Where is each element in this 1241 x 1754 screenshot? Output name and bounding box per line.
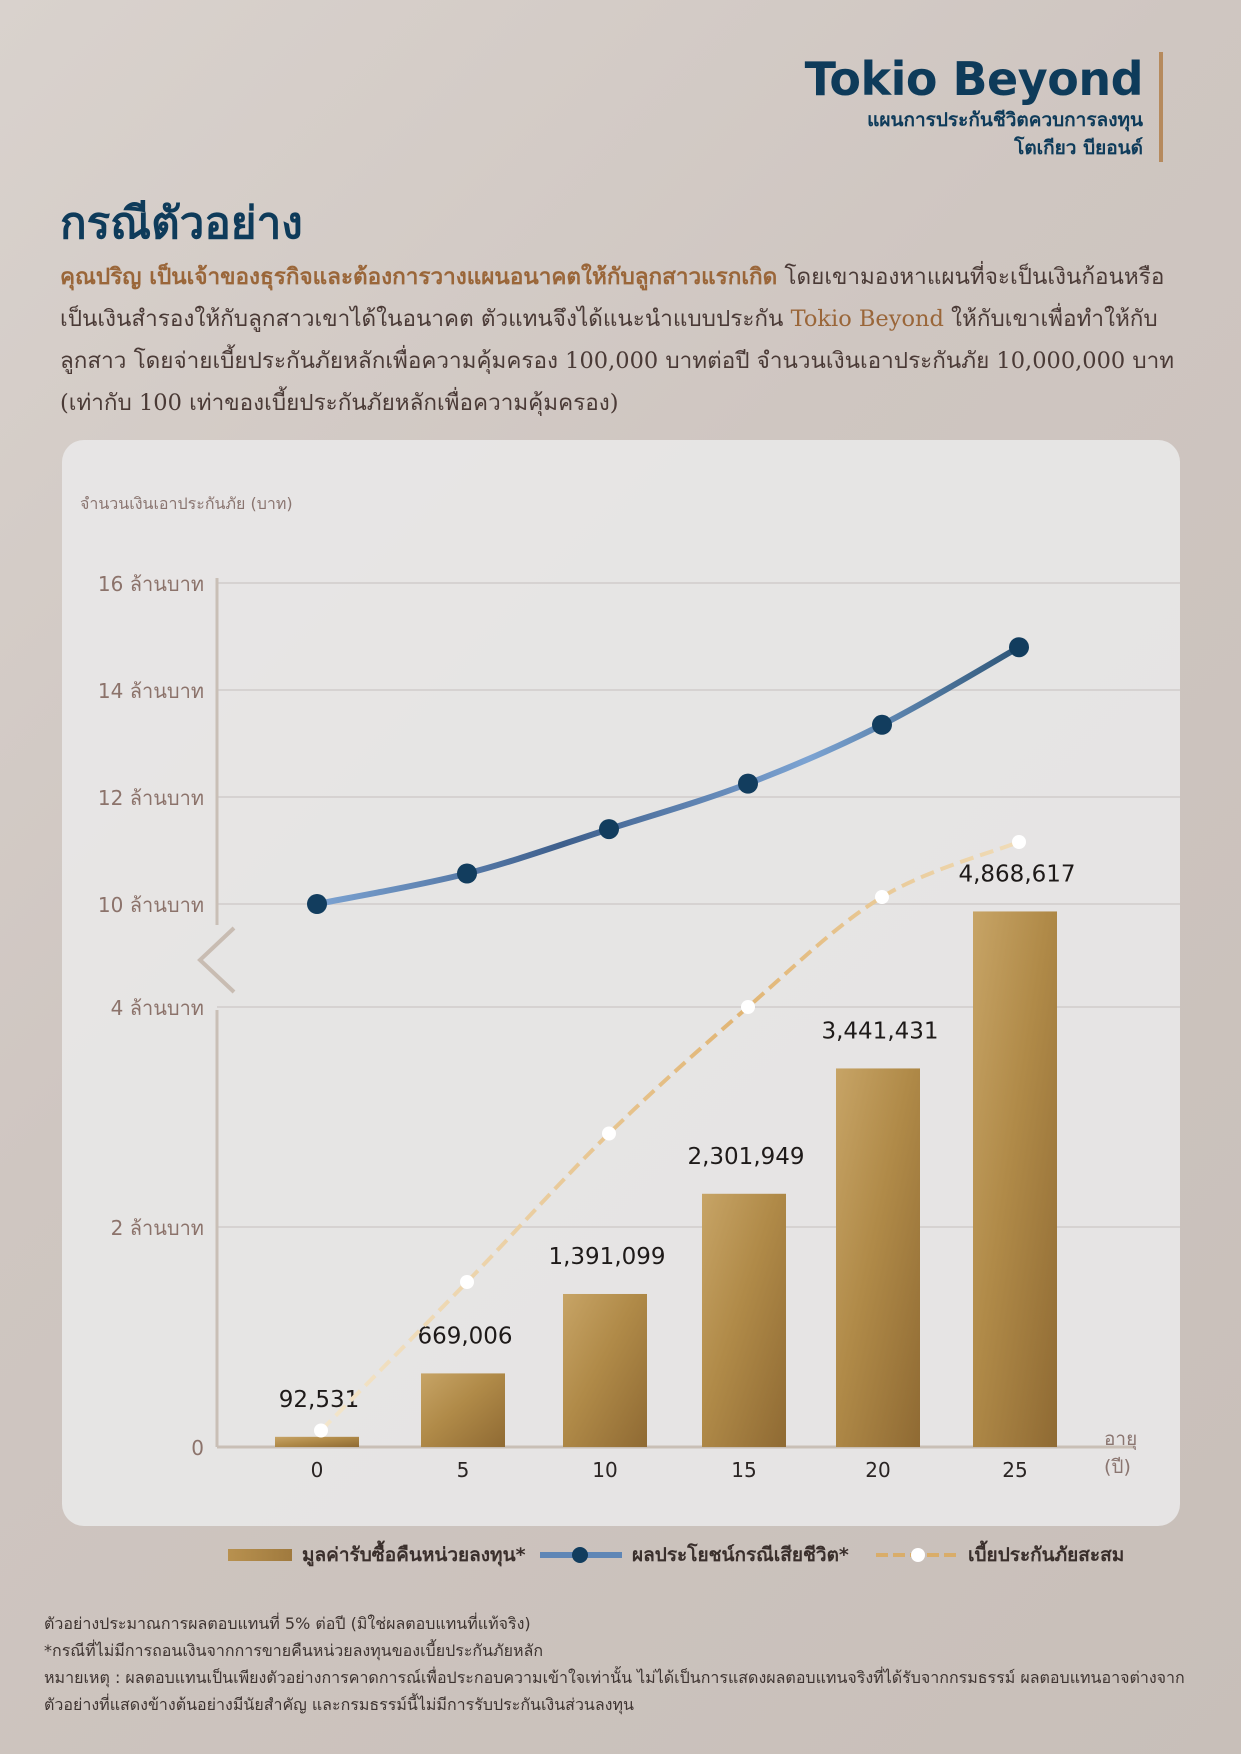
bar-label-5: 669,006: [417, 1323, 512, 1349]
x-axis-title-line1: อายุ: [1104, 1428, 1137, 1451]
brand-block: Tokio Beyond แผนการประกันชีวิตควบการลงทุ…: [805, 52, 1163, 162]
y-tick-label-5: 14 ล้านบาท: [98, 679, 204, 703]
footnotes: ตัวอย่างประมาณการผลตอบแทนที่ 5% ต่อปี (ม…: [44, 1610, 1204, 1718]
brand-title: Tokio Beyond: [804, 52, 1144, 106]
death-benefit-point-10: [599, 819, 619, 840]
y-ticks: 0 2 ล้านบาท 4 ล้านบาท 10 ล้านบาท 12 ล้านบาท 1…: [98, 572, 204, 1460]
cumulative-premium-point-20: [875, 890, 889, 904]
cumulative-premium-point-5: [460, 1275, 474, 1289]
bar-data-labels: 92,531 669,006 1,391,099 2,301,949 3,441,431…: [279, 861, 1076, 1412]
y-tick-label-0: 0: [191, 1436, 204, 1460]
y-tick-label-4: 12 ล้านบาท: [98, 786, 204, 810]
chart: จำนวนเงินเอาประกันภัย (บาท) 0 2 ล้านบาท 4 …: [80, 494, 1180, 1482]
x-tick-label-15: 15: [731, 1458, 756, 1482]
brand-subtitle-line2: โตเกียว บียอนด์: [1014, 137, 1143, 159]
x-ticks: 0 5 10 15 20 25: [311, 1458, 1028, 1482]
footnote-2: *กรณีที่ไม่มีการถอนเงินจากการขายคืนหน่วย…: [44, 1641, 544, 1660]
y-axis-title: จำนวนเงินเอาประกันภัย (บาท): [80, 494, 293, 513]
footnote-1: ตัวอย่างประมาณการผลตอบแทนที่ 5% ต่อปี (ม…: [44, 1614, 531, 1633]
bar-label-10: 1,391,099: [548, 1244, 665, 1270]
intro-brand: Tokio Beyond: [790, 306, 944, 332]
x-tick-label-10: 10: [592, 1458, 617, 1482]
y-tick-label-2: 4 ล้านบาท: [111, 996, 204, 1020]
death-benefit-point-15: [738, 773, 758, 794]
intro-text-2: ให้กับเขาเพื่อทำให้กับลูกสาว โดยจ่ายเบี้…: [60, 306, 1175, 416]
cumulative-premium-point-0: [314, 1423, 328, 1438]
bar-5: [421, 1373, 505, 1447]
death-benefit-series: [307, 637, 1029, 914]
legend-label-cumulative-premium: เบี้ยประกันภัยสะสม: [968, 1544, 1125, 1566]
x-axis-title-line2: (ปี): [1104, 1456, 1131, 1478]
legend-swatch-line: [540, 1547, 622, 1563]
legend-item-death-benefit: ผลประโยชน์กรณีเสียชีวิต*: [540, 1540, 849, 1570]
x-tick-label-25: 25: [1002, 1458, 1027, 1482]
cumulative-premium-series: [314, 835, 1026, 1438]
bar-label-0: 92,531: [279, 1387, 359, 1413]
death-benefit-point-0: [307, 894, 327, 914]
y-tick-label-3: 10 ล้านบาท: [98, 893, 204, 917]
legend-swatch-bar: [228, 1549, 292, 1561]
legend-item-surrender-value: มูลค่ารับซื้อคืนหน่วยลงทุน*: [228, 1540, 526, 1570]
legend-label-surrender-value: มูลค่ารับซื้อคืนหน่วยลงทุน*: [302, 1544, 526, 1566]
bar-20: [836, 1068, 920, 1447]
bar-label-20: 3,441,431: [821, 1018, 938, 1044]
intro-paragraph: คุณปริญ เป็นเจ้าของธุรกิจและต้องการวางแผ…: [60, 256, 1180, 424]
bar-label-15: 2,301,949: [687, 1144, 804, 1170]
x-tick-label-5: 5: [457, 1458, 470, 1482]
legend: มูลค่ารับซื้อคืนหน่วยลงทุน* ผลประโยชน์กร…: [0, 1540, 1241, 1580]
bar-25: [973, 911, 1057, 1447]
bar-15: [702, 1193, 786, 1447]
death-benefit-point-20: [872, 714, 892, 735]
legend-swatch-dashed: [876, 1548, 958, 1562]
bar-0: [275, 1436, 359, 1447]
brand-subtitle-line1: แผนการประกันชีวิตควบการลงทุน: [867, 109, 1143, 131]
death-benefit-point-5: [457, 863, 477, 884]
y-tick-label-1: 2 ล้านบาท: [111, 1216, 204, 1240]
bar-label-25: 4,868,617: [958, 861, 1075, 887]
intro-highlight: คุณปริญ เป็นเจ้าของธุรกิจและต้องการวางแผ…: [60, 264, 778, 290]
legend-item-cumulative-premium: เบี้ยประกันภัยสะสม: [876, 1540, 1124, 1570]
y-tick-label-6: 16 ล้านบาท: [98, 572, 204, 596]
x-tick-label-20: 20: [865, 1458, 890, 1482]
page-title: กรณีตัวอย่าง: [60, 198, 303, 249]
cumulative-premium-point-25: [1012, 835, 1026, 849]
footnote-3: หมายเหตุ : ผลตอบแทนเป็นเพียงตัวอย่างการค…: [44, 1668, 1185, 1687]
legend-label-death-benefit: ผลประโยชน์กรณีเสียชีวิต*: [632, 1544, 849, 1566]
cumulative-premium-point-10: [602, 1126, 616, 1141]
death-benefit-line: [316, 644, 1021, 907]
bars: [275, 911, 1057, 1447]
chart-panel: จำนวนเงินเอาประกันภัย (บาท) 0 2 ล้านบาท 4 …: [62, 440, 1180, 1526]
bar-10: [563, 1293, 647, 1447]
intro-text-1: โดยเขามองหาแผนที่จะเป็นเงินก้อนหรือเป็นเ…: [60, 264, 1165, 332]
death-benefit-point-25: [1009, 637, 1029, 658]
x-tick-label-0: 0: [311, 1458, 324, 1482]
footnote-4: ตัวอย่างที่แสดงข้างต้นอย่างมีนัยสำคัญ แล…: [44, 1695, 634, 1714]
cumulative-premium-point-15: [741, 1000, 755, 1014]
axis-break-icon: [197, 926, 236, 994]
